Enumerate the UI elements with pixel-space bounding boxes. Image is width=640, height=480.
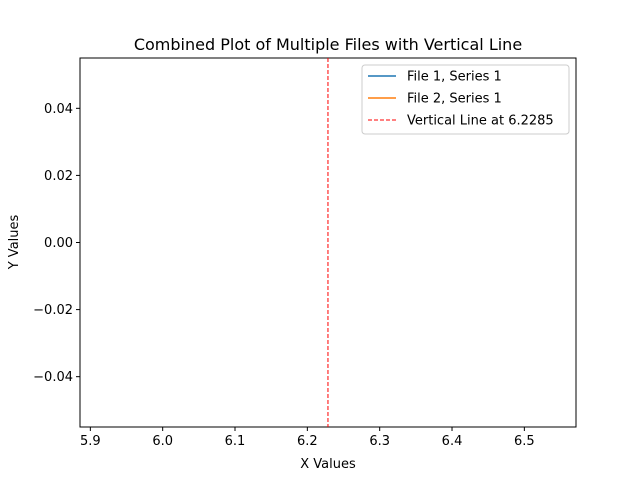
x-tick-label: 5.9 [80,434,101,449]
y-tick-label: 0.02 [44,169,73,184]
legend-label: Vertical Line at 6.2285 [407,114,554,129]
legend: File 1, Series 1 File 2, Series 1 Vertical… [361,64,570,135]
x-tick-label: 6.3 [369,434,390,449]
legend-box [361,64,570,135]
x-tick-label: 6.4 [442,434,463,449]
y-tick-label: 0.04 [44,102,73,117]
x-tick-label: 6.2 [297,434,318,449]
legend-label: File 2, Series 1 [407,92,502,107]
x-tick-label: 6.5 [514,434,535,449]
x-axis-ticks: 5.9 6.0 6.1 6.2 6.3 6.4 6.5 [80,427,535,449]
y-axis-ticks: −0.04 −0.02 0.00 0.02 0.04 [33,102,80,385]
y-tick-label: −0.02 [33,303,73,318]
y-tick-label: 0.00 [44,236,73,251]
y-axis-label: Y Values [7,215,22,271]
x-tick-label: 6.0 [152,434,173,449]
x-axis-label: X Values [300,457,356,472]
legend-label: File 1, Series 1 [407,70,502,85]
chart-title: Combined Plot of Multiple Files with Ver… [134,35,522,54]
y-tick-label: −0.04 [33,370,73,385]
x-tick-label: 6.1 [225,434,246,449]
